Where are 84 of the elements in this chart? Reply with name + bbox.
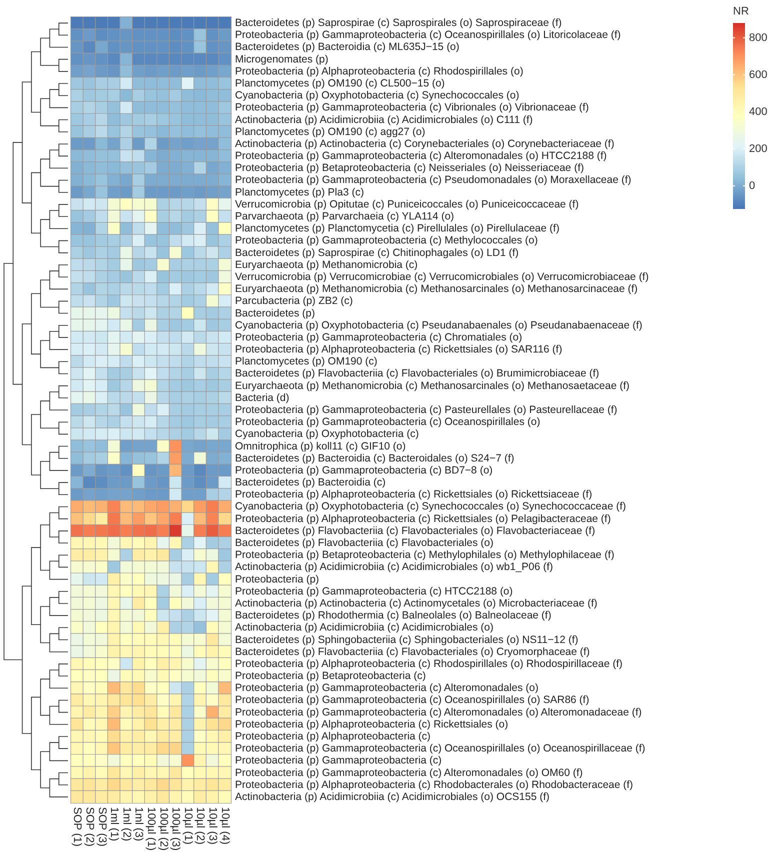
y-tick-label: Actinobacteria (p) Acidimicrobiia (c) Acidimicrobiales (o) wb1_P06 (f) xyxy=(235,561,554,574)
color-bar-label: 400 xyxy=(749,106,768,118)
y-tick-label: Actinobacteria (p) Actinobacteria (c) Actinomycetales (o) Microbacteriaceae (f) xyxy=(235,597,598,610)
y-tick-label: Euryarchaeota (p) Methanomicrobia (c) Methanosarcinales (o) Methanosaetaceae (f) xyxy=(235,380,630,392)
y-tick-label: Proteobacteria (p) Gammaproteobacteria (c) Methylococcales (o) xyxy=(235,234,538,247)
color-bar-label: 600 xyxy=(749,68,768,81)
y-tick-label: Bacteroidetes (p) Bacteroidia (c) xyxy=(235,476,386,489)
y-tick-label: Bacteroidetes (p) Flavobacteriia (c) Flavobacteriales (o) Flavobacteriaceae (f) xyxy=(235,524,596,537)
y-tick-label: Cyanobacteria (p) Oxyphotobacteria (c) xyxy=(235,428,419,440)
x-tick-label: 10µl (1) xyxy=(182,807,194,845)
y-tick-label: Actinobacteria (p) Acidimicrobiia (c) Acidimicrobiales (o) OCS155 (f) xyxy=(235,790,550,803)
y-tick-label: Planctomycetes (p) OM190 (c) CL500−15 (o) xyxy=(235,78,445,90)
y-tick-label: Proteobacteria (p) Alphaproteobacteria (c) Rickettsiales (o) SAR116 (f) xyxy=(235,344,562,356)
y-tick-label: Proteobacteria (p) Alphaproteobacteria (c) Rhodospirillales (o) xyxy=(235,65,524,78)
color-bar-label: 0 xyxy=(749,180,756,192)
color-bar-label: 800 xyxy=(749,32,768,44)
y-tick-label: Cyanobacteria (p) Oxyphotobacteria (c) Synechococcales (o) xyxy=(235,90,520,102)
y-tick-label: Bacteroidetes (p) Flavobacteriia (c) Flavobacteriales (o) xyxy=(235,537,494,550)
y-tick-label: Proteobacteria (p) Gammaproteobacteria (c) Oceanospirillales (o) xyxy=(235,416,540,428)
y-tick-label: Proteobacteria (p) Gammaproteobacteria (c) Alteromonadales (o) HTCC2188 (f) xyxy=(235,150,607,162)
y-tick-label: Proteobacteria (p) Gammaproteobacteria (c) HTCC2188 (o) xyxy=(235,585,513,598)
y-tick-label: Planctomycetes (p) OM190 (c) agg27 (o) xyxy=(235,126,426,138)
y-tick-label: Bacteroidetes (p) xyxy=(235,307,315,320)
y-tick-label: Bacteroidetes (p) Bacteroidia (c) ML635J−15 (o) xyxy=(235,41,460,54)
y-tick-label: Planctomycetes (p) OM190 (c) xyxy=(235,356,378,368)
y-tick-label: Proteobacteria (p) Gammaproteobacteria (c) Alteromonadales (o) xyxy=(235,682,538,694)
y-tick-label: Proteobacteria (p) Gammaproteobacteria (c) xyxy=(235,754,442,767)
x-tick-label: 100µl (2) xyxy=(157,807,170,851)
y-tick-label: Bacteroidetes (p) Bacteroidia (c) Bacteroidales (o) S24−7 (f) xyxy=(235,452,514,464)
y-tick-label: Proteobacteria (p) Gammaproteobacteria (c) BD7−8 (o) xyxy=(235,464,493,476)
x-tick-label: SOP (2) xyxy=(83,807,96,847)
y-tick-label: Proteobacteria (p) Gammaproteobacteria (c) Oceanospirillales (o) Oceanospirillaceae (f) xyxy=(235,742,646,755)
y-tick-label: Proteobacteria (p) Gammaproteobacteria (c) Oceanospirillales (o) Litoricolaceae (f) xyxy=(235,29,621,42)
y-tick-label: Planctomycetes (p) Planctomycetia (c) Pirellulales (o) Pirellulaceae (f) xyxy=(235,222,560,235)
y-tick-label: Euryarchaeota (p) Methanomicrobia (c) xyxy=(235,258,418,271)
y-tick-label: Proteobacteria (p) Alphaproteobacteria (c) Rickettsiales (o) Pelagibacteraceae (f) xyxy=(235,512,611,525)
y-tick-label: Proteobacteria (p) xyxy=(235,573,320,586)
y-tick-label: Proteobacteria (p) Alphaproteobacteria (c) Rhodobacterales (o) Rhodobacteraceae (f) xyxy=(235,778,634,791)
y-tick-label: Bacteroidetes (p) Saprospirae (c) Saprospirales (o) Saprospiraceae (f) xyxy=(235,17,562,30)
y-tick-label: Actinobacteria (p) Acidimicrobiia (c) Acidimicrobiales (o) C111 (f) xyxy=(235,114,533,126)
y-tick-label: Proteobacteria (p) Alphaproteobacteria (c) Rickettsiales (o) xyxy=(235,718,508,730)
color-bar-label: 200 xyxy=(749,142,768,155)
y-tick-label: Proteobacteria (p) Betaproteobacteria (c) Neisseriales (o) Neisseriaceae (f) xyxy=(235,162,584,174)
y-tick-label: Proteobacteria (p) Alphaproteobacteria (c) Rhodospirillales (o) Rhodospirillaceae (f) xyxy=(235,658,623,670)
y-tick-label: Verrucomicrobia (p) Verrucomicrobiae (c) Verrucomicrobiales (o) Verrucomicrobiaceae (f) xyxy=(235,270,649,283)
y-tick-label: Omnitrophica (p) koll11 (c) GIF10 (o) xyxy=(235,440,406,452)
x-tick-label: 1ml (1) xyxy=(108,807,120,842)
y-tick-label: Microgenomates (p) xyxy=(235,53,328,66)
x-tick-label: 10µl (2) xyxy=(194,807,206,845)
y-tick-label: Proteobacteria (p) Alphaproteobacteria (c) xyxy=(235,730,431,742)
y-tick-label: Bacteroidetes (p) Rhodothermia (c) Balneolales (o) Balneolaceae (f) xyxy=(235,610,552,622)
y-tick-label: Verrucomicrobia (p) Opitutae (c) Puniceicoccales (o) Puniceicoccaceae (f) xyxy=(235,198,579,210)
y-tick-label: Bacteroidetes (p) Flavobacteriia (c) Flavobacteriales (o) Cryomorphaceae (f) xyxy=(235,646,590,658)
y-tick-label: Proteobacteria (p) Gammaproteobacteria (c) Chromatiales (o) xyxy=(235,331,522,344)
y-tick-label: Actinobacteria (p) Actinobacteria (c) Corynebacteriales (o) Corynebacteriaceae (f) xyxy=(235,138,614,150)
y-tick-label: Bacteroidetes (p) Sphingobacteriia (c) Sphingobacteriales (o) NS11−12 (f) xyxy=(235,634,578,646)
y-tick-label: Bacteroidetes (p) Flavobacteriia (c) Flavobacteriales (o) Brumimicrobiaceae (f) xyxy=(235,368,600,380)
y-tick-label: Bacteria (d) xyxy=(235,392,290,404)
y-tick-label: Proteobacteria (p) Betaproteobacteria (c) xyxy=(235,670,426,682)
y-tick-label: Planctomycetes (p) Pla3 (c) xyxy=(235,186,364,198)
y-tick-label: Actinobacteria (p) Acidimicrobiia (c) Acidimicrobiales (o) xyxy=(235,622,494,634)
y-tick-label: Euryarchaeota (p) Methanomicrobia (c) Methanosarcinales (o) Methanosarcinaceae (f) xyxy=(235,283,638,296)
x-tick-label: 10µl (3) xyxy=(206,807,219,845)
y-tick-label: Cyanobacteria (p) Oxyphotobacteria (c) Pseudanabaenales (o) Pseudanabaenaceae (f) xyxy=(235,319,642,332)
x-tick-label: SOP (1) xyxy=(71,807,84,847)
y-tick-label: Proteobacteria (p) Gammaproteobacteria (c) Alteromonadales (o) OM60 (f) xyxy=(235,766,583,779)
y-tick-label: Proteobacteria (p) Gammaproteobacteria (c) Oceanospirillales (o) SAR86 (f) xyxy=(235,694,590,706)
y-tick-label: Proteobacteria (p) Gammaproteobacteria (c) Alteromonadales (o) Alteromonadaceae (f) xyxy=(235,706,642,718)
x-tick-label: 100µl (1) xyxy=(145,807,157,851)
x-tick-label: 1ml (3) xyxy=(132,807,145,842)
y-tick-label: Proteobacteria (p) Gammaproteobacteria (c) Vibrionales (o) Vibrionaceae (f) xyxy=(235,102,589,114)
x-tick-label: 1ml (2) xyxy=(120,807,132,842)
y-tick-label: Cyanobacteria (p) Oxyphotobacteria (c) Synechococcales (o) Synechococcaceae (f) xyxy=(235,500,626,513)
x-tick-label: 100µl (3) xyxy=(170,807,182,851)
y-tick-label: Proteobacteria (p) Alphaproteobacteria (c) Rickettsiales (o) Rickettsiaceae (f) xyxy=(235,488,592,501)
color-bar-title: NR xyxy=(733,6,749,18)
x-tick-label: 10µl (4) xyxy=(218,807,231,845)
y-tick-label: Bacteroidetes (p) Saprospirae (c) Chitinophagales (o) LD1 (f) xyxy=(235,246,519,259)
x-tick-label: SOP (3) xyxy=(96,807,108,847)
y-tick-label: Parcubacteria (p) ZB2 (c) xyxy=(235,295,353,308)
y-tick-label: Proteobacteria (p) Betaproteobacteria (c) Methylophilales (o) Methylophilaceae (f) xyxy=(235,549,614,562)
y-tick-label: Parvarchaeota (p) Parvarchaeia (c) YLA114 (o) xyxy=(235,210,454,223)
y-tick-label: Proteobacteria (p) Gammaproteobacteria (c) Pseudomonadales (o) Moraxellaceae (f) xyxy=(235,174,632,186)
y-tick-label: Proteobacteria (p) Gammaproteobacteria (c) Pasteurellales (o) Pasteurellaceae (f) xyxy=(235,404,618,416)
